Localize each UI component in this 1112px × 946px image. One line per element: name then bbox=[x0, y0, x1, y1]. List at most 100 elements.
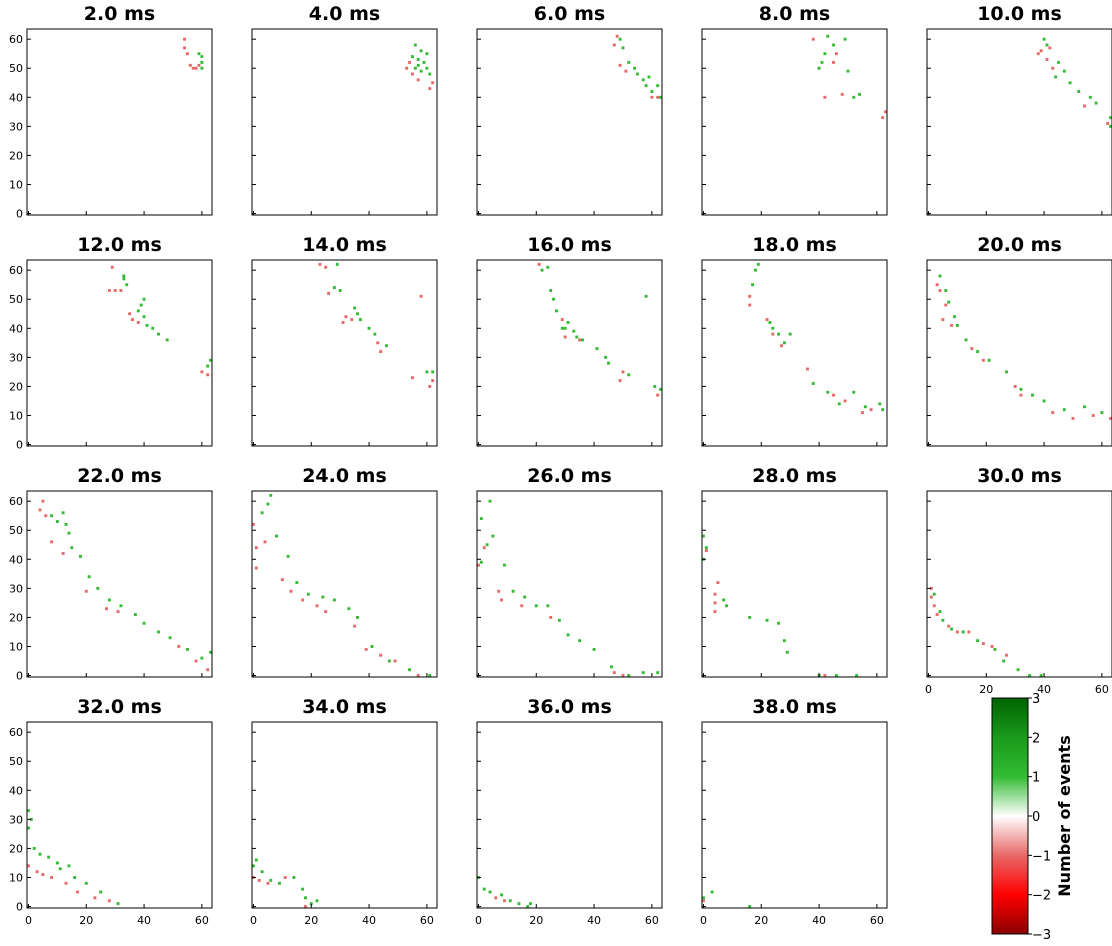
heatmap-cell bbox=[705, 549, 708, 552]
heatmap-cell bbox=[812, 382, 815, 385]
y-tick-label: 30 bbox=[9, 351, 23, 364]
heatmap-cell bbox=[128, 312, 131, 315]
heatmap-cell bbox=[1005, 370, 1008, 373]
y-tick-label: 50 bbox=[9, 524, 23, 537]
heatmap-cell bbox=[85, 590, 88, 593]
heatmap-cell bbox=[336, 263, 339, 266]
heatmap-cell bbox=[933, 593, 936, 596]
heatmap-cell bbox=[858, 93, 861, 96]
heatmap-cell bbox=[324, 610, 327, 613]
heatmap-cell bbox=[137, 309, 140, 312]
y-tick-label: 40 bbox=[9, 322, 23, 335]
heatmap-cell bbox=[1046, 58, 1049, 61]
heatmap-cell bbox=[339, 289, 342, 292]
heatmap-cell bbox=[939, 275, 942, 278]
heatmap-cell bbox=[648, 76, 651, 79]
heatmap-cell bbox=[183, 46, 186, 49]
x-tick-label: 60 bbox=[645, 914, 659, 927]
panel: 10.0 ms bbox=[927, 3, 1112, 215]
heatmap-cell bbox=[656, 84, 659, 87]
panel: 8.0 ms bbox=[702, 3, 887, 215]
heatmap-cell bbox=[99, 891, 102, 894]
heatmap-cell bbox=[431, 379, 434, 382]
heatmap-cell bbox=[1063, 408, 1066, 411]
y-tick-label: 40 bbox=[9, 553, 23, 566]
panel-title: 28.0 ms bbox=[752, 465, 837, 487]
heatmap-cell bbox=[786, 651, 789, 654]
heatmap-cell bbox=[561, 327, 564, 330]
x-tick-label: 0 bbox=[25, 914, 32, 927]
panel-title: 32.0 ms bbox=[77, 696, 162, 718]
heatmap-cell bbox=[832, 44, 835, 47]
x-tick-label: 20 bbox=[979, 683, 993, 696]
heatmap-cell bbox=[157, 333, 160, 336]
y-tick-label: 30 bbox=[9, 120, 23, 133]
heatmap-cell bbox=[304, 896, 307, 899]
heatmap-cell bbox=[500, 599, 503, 602]
plot-frame bbox=[927, 491, 1112, 677]
heatmap-cell bbox=[379, 654, 382, 657]
heatmap-cell bbox=[200, 67, 203, 70]
plot-frame bbox=[252, 29, 437, 215]
heatmap-cell bbox=[1014, 385, 1017, 388]
heatmap-cell bbox=[650, 90, 653, 93]
heatmap-cell bbox=[425, 370, 428, 373]
panel: 36.0 ms0204060 bbox=[475, 696, 662, 927]
panel-title: 26.0 ms bbox=[527, 465, 612, 487]
heatmap-cell bbox=[982, 642, 985, 645]
y-tick-label: 60 bbox=[9, 495, 23, 508]
heatmap-cell bbox=[826, 391, 829, 394]
heatmap-cell bbox=[353, 625, 356, 628]
heatmap-cell bbox=[301, 888, 304, 891]
heatmap-cell bbox=[324, 266, 327, 269]
plot-frame bbox=[252, 491, 437, 677]
heatmap-cell bbox=[950, 628, 953, 631]
heatmap-cell bbox=[1031, 394, 1034, 397]
panel-title: 20.0 ms bbox=[977, 234, 1062, 256]
heatmap-cell bbox=[316, 604, 319, 607]
y-tick-label: 0 bbox=[16, 208, 23, 221]
heatmap-cell bbox=[832, 61, 835, 64]
heatmap-cell bbox=[151, 327, 154, 330]
heatmap-cell bbox=[503, 899, 506, 902]
heatmap-cell bbox=[768, 321, 771, 324]
heatmap-cell bbox=[169, 636, 172, 639]
panel-title: 36.0 ms bbox=[527, 696, 612, 718]
heatmap-cell bbox=[722, 599, 725, 602]
heatmap-cell bbox=[1083, 105, 1086, 108]
heatmap-cell bbox=[414, 67, 417, 70]
heatmap-cell bbox=[835, 52, 838, 55]
plot-frame bbox=[477, 260, 662, 446]
heatmap-cell bbox=[806, 368, 809, 371]
heatmap-cell bbox=[255, 567, 258, 570]
heatmap-cell bbox=[852, 96, 855, 99]
heatmap-cell bbox=[777, 622, 780, 625]
heatmap-cell bbox=[405, 67, 408, 70]
heatmap-cell bbox=[944, 289, 947, 292]
heatmap-cell bbox=[1095, 102, 1098, 105]
heatmap-cell bbox=[284, 876, 287, 879]
heatmap-cell bbox=[417, 58, 420, 61]
heatmap-cell bbox=[41, 500, 44, 503]
heatmap-cell bbox=[287, 555, 290, 558]
panel: 6.0 ms bbox=[477, 3, 662, 215]
heatmap-cell bbox=[789, 333, 792, 336]
heatmap-cell bbox=[861, 411, 864, 414]
heatmap-cell bbox=[771, 333, 774, 336]
heatmap-cell bbox=[656, 394, 659, 397]
heatmap-cell bbox=[714, 593, 717, 596]
heatmap-cell bbox=[517, 902, 520, 905]
heatmap-cell bbox=[941, 619, 944, 622]
heatmap-cell bbox=[96, 587, 99, 590]
heatmap-cell bbox=[947, 301, 950, 304]
heatmap-cell bbox=[62, 552, 65, 555]
heatmap-cell bbox=[766, 318, 769, 321]
y-tick-label: 30 bbox=[9, 813, 23, 826]
y-tick-label: 20 bbox=[9, 380, 23, 393]
heatmap-cell bbox=[108, 899, 111, 902]
colorbar-tick-label: −2 bbox=[1032, 889, 1051, 904]
y-tick-label: 50 bbox=[9, 293, 23, 306]
heatmap-cell bbox=[365, 648, 368, 651]
heatmap-cell bbox=[105, 607, 108, 610]
heatmap-cell bbox=[480, 561, 483, 564]
